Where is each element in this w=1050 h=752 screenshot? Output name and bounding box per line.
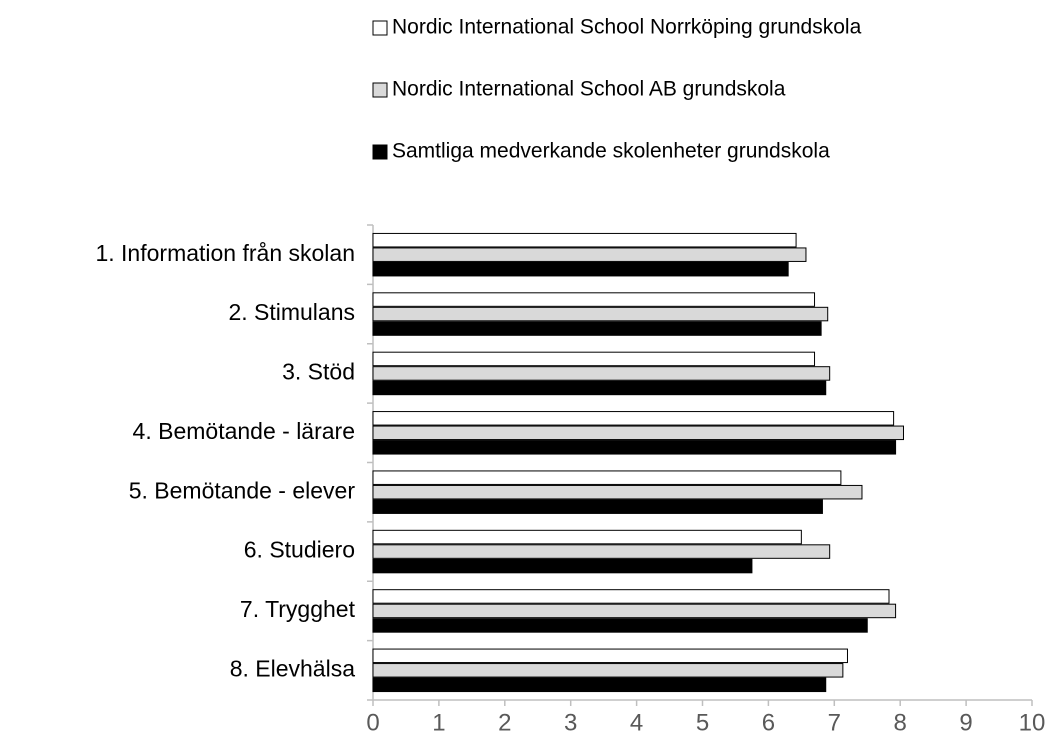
bar — [372, 558, 753, 574]
legend-label: Nordic International School AB grundskol… — [392, 78, 786, 101]
x-tick-label: 3 — [564, 709, 577, 736]
bar — [372, 589, 890, 604]
x-tick-label: 4 — [630, 709, 643, 736]
bar — [372, 380, 827, 396]
bar — [372, 663, 844, 678]
x-tick-label: 8 — [894, 709, 907, 736]
bar — [372, 366, 831, 381]
x-tick-label: 2 — [498, 709, 511, 736]
legend-swatch — [372, 144, 388, 160]
category-label: 1. Information från skolan — [95, 240, 355, 266]
bar — [372, 292, 816, 307]
category-label: 5. Bemötande - elever — [129, 477, 356, 503]
bar — [372, 499, 823, 514]
bar — [372, 232, 797, 248]
bar — [372, 321, 822, 336]
bar — [372, 411, 895, 426]
category-label: 3. Stöd — [282, 359, 355, 385]
bar — [372, 529, 802, 545]
category-label: 8. Elevhälsa — [230, 655, 356, 681]
bar — [372, 544, 831, 559]
bar — [372, 484, 863, 500]
bar — [372, 618, 868, 633]
x-tick-label: 9 — [959, 709, 972, 736]
category-label: 7. Trygghet — [240, 596, 356, 622]
bar — [372, 470, 842, 485]
x-tick-label: 10 — [1019, 709, 1046, 736]
x-tick-label: 1 — [432, 709, 445, 736]
bar — [372, 677, 827, 693]
x-tick-label: 6 — [762, 709, 775, 736]
legend-swatch — [372, 20, 388, 36]
legend-label: Nordic International School Norrköping g… — [392, 16, 862, 39]
bar — [372, 603, 897, 619]
category-label: 6. Studiero — [244, 537, 355, 563]
bar — [372, 306, 829, 322]
bar — [372, 351, 816, 367]
bar — [372, 425, 904, 441]
category-label: 4. Bemötande - lärare — [133, 418, 355, 444]
legend-swatch — [372, 82, 388, 98]
x-tick-label: 0 — [366, 709, 379, 736]
bar — [372, 247, 807, 262]
bar — [372, 440, 897, 455]
legend-label: Samtliga medverkande skolenheter grundsk… — [392, 140, 830, 163]
bar — [372, 261, 789, 277]
bar — [372, 648, 848, 664]
x-tick-label: 7 — [828, 709, 841, 736]
x-tick-label: 5 — [696, 709, 709, 736]
category-label: 2. Stimulans — [228, 299, 355, 325]
